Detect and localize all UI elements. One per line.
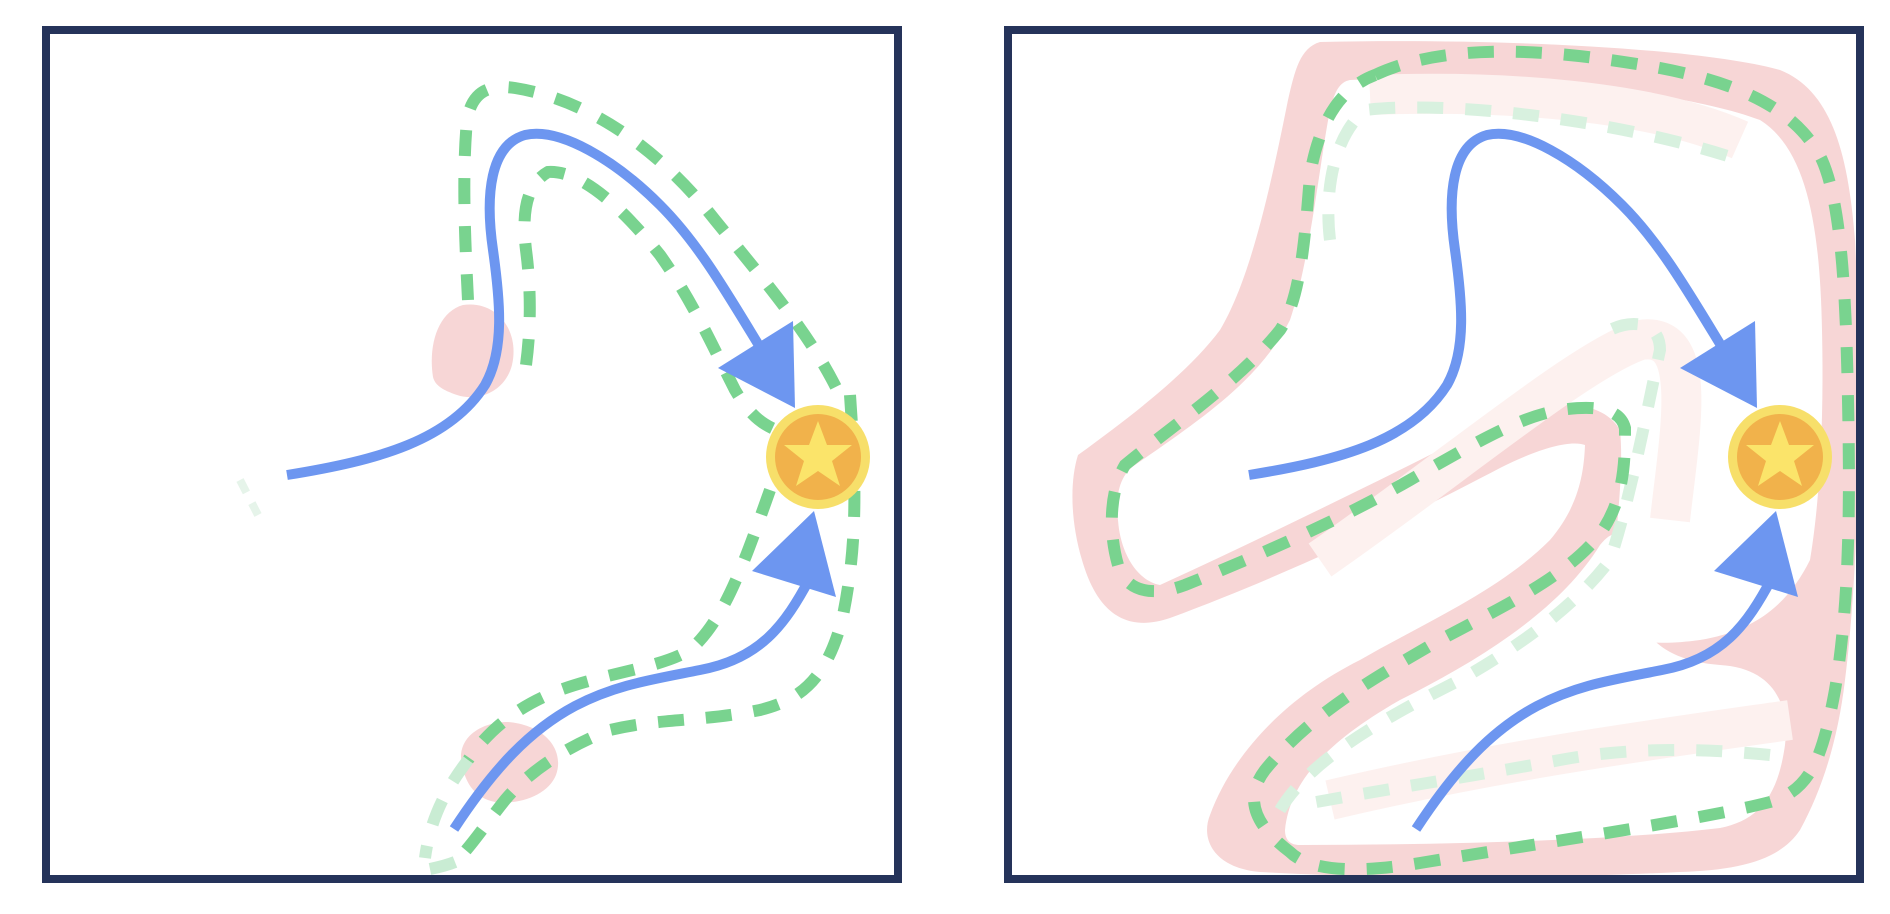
right-panel xyxy=(1004,26,1864,883)
left-panel xyxy=(42,26,902,883)
right-panel-diagram xyxy=(1072,41,1856,875)
faint-trace-left xyxy=(236,478,262,517)
dashed-boundary-lower-faint xyxy=(419,756,473,875)
goal-star-coin-icon xyxy=(766,405,870,509)
dashed-boundary-lower-outer xyxy=(450,394,861,867)
dashed-boundary-upper-inner xyxy=(518,165,785,438)
region-envelope-hole-upper xyxy=(1117,78,1823,643)
path-lower xyxy=(449,575,815,832)
arrowhead-upper-icon xyxy=(718,321,795,408)
left-panel-diagram xyxy=(236,81,870,875)
arrowhead-lower-icon xyxy=(1714,511,1798,597)
path-upper xyxy=(286,128,771,480)
path-upper xyxy=(1248,128,1733,480)
path-lower xyxy=(1411,575,1777,832)
dashed-boundary-upper-outer xyxy=(458,81,848,403)
arrowhead-upper-icon xyxy=(1680,321,1757,408)
dashed-boundary-faint-inner xyxy=(1274,101,1771,814)
arrowhead-lower-icon xyxy=(752,511,836,597)
goal-star-coin-icon xyxy=(1728,405,1832,509)
